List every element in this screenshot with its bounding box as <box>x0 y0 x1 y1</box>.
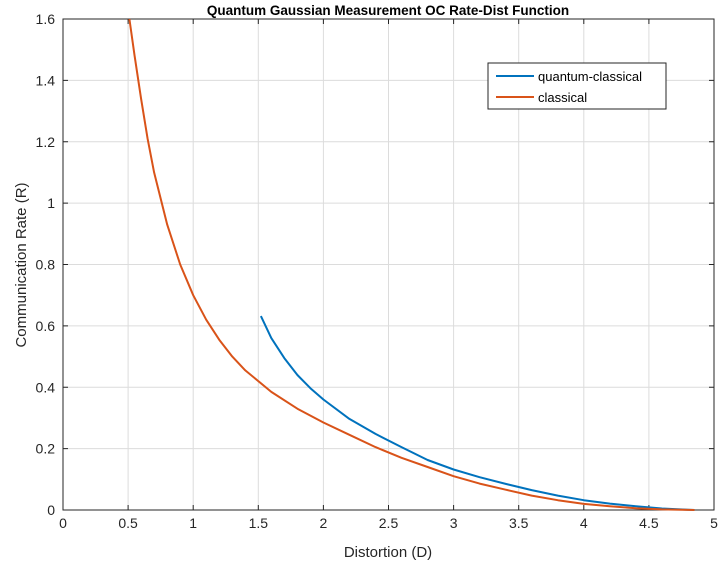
series-line-quantum-classical <box>259 315 695 511</box>
x-tick-label: 1 <box>189 515 197 531</box>
y-tick-label: 0.6 <box>36 318 56 334</box>
x-tick-label: 0 <box>59 515 67 531</box>
x-axis-label: Distortion (D) <box>344 544 432 561</box>
legend-label-quantum-classical: quantum-classical <box>538 69 642 84</box>
y-tick-label: 0.8 <box>36 257 56 273</box>
y-tick-label: 1 <box>47 195 55 211</box>
y-tick-label: 0.2 <box>36 441 56 457</box>
legend-label-classical: classical <box>538 90 587 105</box>
y-axis-label: Communication Rate (R) <box>13 182 30 347</box>
y-tick-label: 1.6 <box>36 11 56 27</box>
chart-title: Quantum Gaussian Measurement OC Rate-Dis… <box>207 3 569 18</box>
y-tick-label: 0.4 <box>36 379 56 395</box>
series-line-classical <box>128 18 695 511</box>
axis-ticks: 0 0.5 1 1.5 2 2.5 3 3.5 4 4.5 5 0 0.2 0.4 0.6 0.8 1 1.2 1.… <box>36 11 719 531</box>
x-tick-label: 5 <box>710 515 718 531</box>
legend: quantum-classical classical <box>487 62 667 110</box>
series-lines <box>128 18 695 511</box>
x-tick-label: 4.5 <box>639 515 659 531</box>
y-tick-label: 0 <box>47 502 55 518</box>
x-tick-label: 0.5 <box>118 515 138 531</box>
x-tick-label: 4 <box>580 515 588 531</box>
y-tick-label: 1.4 <box>36 72 56 88</box>
x-tick-label: 3.5 <box>509 515 529 531</box>
y-tick-label: 1.2 <box>36 134 56 150</box>
x-tick-label: 3 <box>450 515 458 531</box>
legend-box <box>487 62 667 110</box>
x-tick-label: 2 <box>320 515 328 531</box>
x-tick-label: 1.5 <box>249 515 269 531</box>
x-tick-label: 2.5 <box>379 515 399 531</box>
